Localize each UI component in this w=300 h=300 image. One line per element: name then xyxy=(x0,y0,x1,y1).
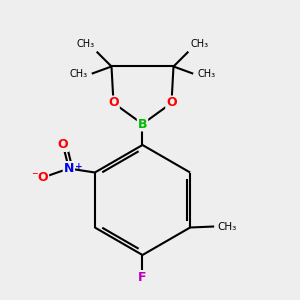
Text: CH₃: CH₃ xyxy=(197,69,215,79)
Text: +: + xyxy=(75,161,83,170)
Text: B: B xyxy=(138,118,147,130)
Text: O: O xyxy=(108,97,119,110)
Text: ⁻: ⁻ xyxy=(31,170,38,183)
Text: O: O xyxy=(38,171,48,184)
Text: CH₃: CH₃ xyxy=(70,69,88,79)
Text: CH₃: CH₃ xyxy=(217,221,236,232)
Text: O: O xyxy=(166,97,177,110)
Text: N: N xyxy=(64,162,74,175)
Text: O: O xyxy=(58,138,68,151)
Text: CH₃: CH₃ xyxy=(76,39,94,49)
Text: F: F xyxy=(138,271,147,284)
Text: CH₃: CH₃ xyxy=(191,39,209,49)
